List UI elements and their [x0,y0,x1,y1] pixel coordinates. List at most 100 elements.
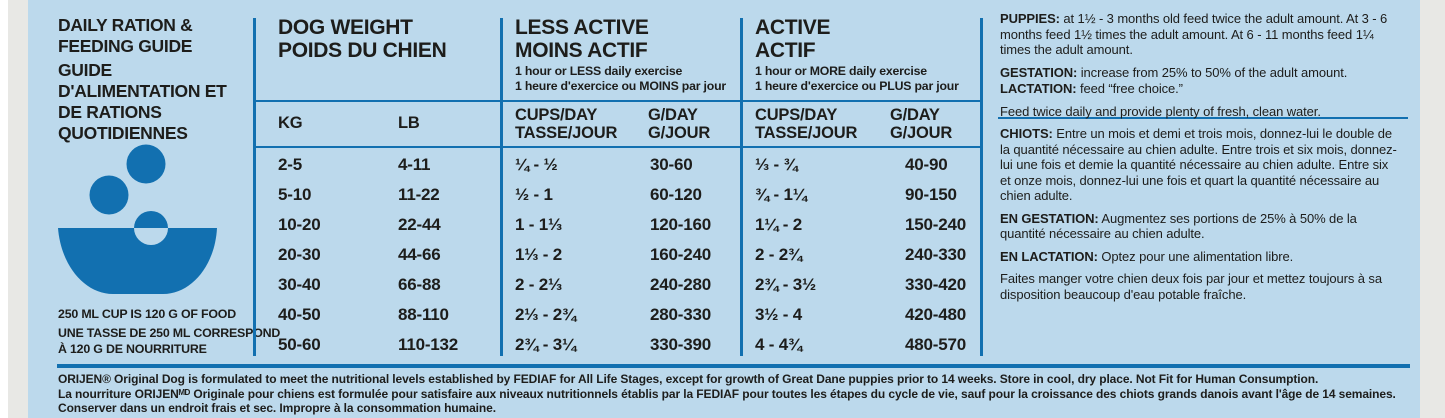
cell-a-cups: 3½ - 4 [755,305,802,324]
g-jour-label: G/JOUR [648,123,711,142]
cell-kg: 30-40 [278,275,321,294]
note-label: PUPPIES: [1000,11,1060,26]
less-active-fr: MOINS ACTIF [515,39,648,62]
active-sub-en: 1 hour or MORE daily exercise [755,64,927,78]
feeding-notes-fr: CHIOTS: Entre un mois et demi et trois m… [1000,126,1400,309]
cell-a-cups: 2¾ - 3½ [755,275,816,294]
cell-a-g: 240-330 [905,245,966,264]
cell-a-g: 420-480 [905,305,966,324]
disclaimer: ORIJEN® Original Dog is formulated to me… [58,372,1410,416]
note-text: Entre un mois et demi et trois mois, don… [1000,126,1397,203]
cell-kg: 10-20 [278,215,321,234]
cell-lb: 44-66 [398,245,441,264]
cell-lb: 110-132 [398,335,459,354]
cell-lb: 88-110 [398,305,449,324]
cell-kg: 2-5 [278,155,302,174]
divider-vertical-1 [253,18,256,356]
disclaimer-en: ORIJEN® Original Dog is formulated to me… [58,372,1319,386]
cups-day-label: CUPS/DAY [515,106,598,124]
dog-weight-header: DOG WEIGHT POIDS DU CHIEN [278,16,447,62]
puppies-note: PUPPIES: at 1½ - 3 months old feed twice… [1000,11,1400,58]
cell-la-cups: 1 - 1⅓ [515,215,562,234]
divider-vertical-3 [740,18,743,356]
table-row: 40-50 88-110 2⅓ - 2¾ 280-330 3½ - 4 420-480 [255,300,985,330]
cell-lb: 11-22 [398,185,440,204]
cell-a-cups: ¾ - 1¼ [755,185,807,204]
table-row: 10-20 22-44 1 - 1⅓ 120-160 1¼ - 2 150-240 [255,210,985,240]
less-active-en: LESS ACTIVE [515,16,649,39]
col-label-kg: KG [278,114,303,132]
note-text: Feed twice daily and provide plenty of f… [1000,103,1321,119]
daily-ration-panel: DAILY RATION & FEEDING GUIDE GUIDE D'ALI… [28,0,1420,418]
cell-kg: 50-60 [278,335,321,354]
dog-weight-fr: POIDS DU CHIEN [278,39,447,62]
cell-a-g: 40-90 [905,155,948,174]
note-label: EN GESTATION: [1000,210,1099,226]
divider-vertical-4 [980,18,983,356]
cell-a-cups: 2 - 2¾ [755,245,802,264]
food-bowl-icon [58,144,217,294]
panel-title: DAILY RATION & FEEDING GUIDE GUIDE D'ALI… [58,15,248,144]
cell-la-g: 240-280 [650,275,711,294]
note-label: EN LACTATION: [1000,248,1098,264]
cell-la-g: 330-390 [650,335,711,354]
table-row: 30-40 66-88 2 - 2⅓ 240-280 2¾ - 3½ 330-420 [255,270,985,300]
less-active-header: LESS ACTIVE MOINS ACTIF [515,16,649,62]
cell-a-g: 90-150 [905,185,957,204]
divider-column-labels [255,146,980,148]
cup-equivalence-note: 250 ML CUP IS 120 G OF FOOD UNE TASSE DE… [58,306,282,357]
panel-title-fr: GUIDE D'ALIMENTATION ET DE RATIONS QUOTI… [58,60,227,143]
active-en: ACTIVE [755,16,831,39]
chiots-note: CHIOTS: Entre un mois et demi et trois m… [1000,126,1400,204]
cell-la-g: 60-120 [650,185,702,204]
cell-kg: 20-30 [278,245,321,264]
col-label-lb: LB [398,114,420,132]
note-text: at 1½ - 3 months old feed twice the adul… [1000,11,1388,57]
note-label: LACTATION: [1000,81,1077,96]
col-label-cups-active: CUPS/DAY TASSE/JOUR [755,106,858,142]
note-text: Optez pour une alimentation libre. [1101,248,1294,264]
feeding-notes-en: PUPPIES: at 1½ - 3 months old feed twice… [1000,11,1400,126]
g-day-label: G/DAY [890,106,940,124]
page-margin-right [1420,0,1445,418]
cell-a-cups: ⅓ - ¾ [755,155,798,174]
cell-lb: 4-11 [398,155,431,174]
cell-a-g: 150-240 [905,215,966,234]
water-note-fr: Faites manger votre chien deux fois par … [1000,271,1400,302]
cell-a-cups: 4 - 4¾ [755,335,802,354]
cell-la-cups: 2¾ - 3¼ [515,335,576,354]
feeding-table-body: 2-5 4-11 ¼ - ½ 30-60 ⅓ - ¾ 40-90 5-10 11-22 ½ - … [255,150,985,360]
cup-note-fr: UNE TASSE DE 250 ML CORRESPOND À 120 G D… [58,326,281,356]
note-text: Faites manger votre chien deux fois par … [1000,271,1382,302]
tasse-jour-label: TASSE/JOUR [515,123,618,142]
active-sub-fr: 1 heure d'exercice ou PLUS par jour [755,78,959,93]
cell-kg: 40-50 [278,305,321,324]
table-row: 50-60 110-132 2¾ - 3¼ 330-390 4 - 4¾ 480-570 [255,330,985,360]
divider-right-panel [998,117,1408,119]
cell-la-cups: 2⅓ - 2¾ [515,305,576,324]
cell-a-g: 330-420 [905,275,966,294]
disclaimer-fr: La nourriture ORIJENᴹᴰ Originale pour ch… [58,386,1396,416]
cups-day-label: CUPS/DAY [755,106,838,124]
note-label: CHIOTS: [1000,126,1053,141]
cup-note-en: 250 ML CUP IS 120 G OF FOOD [58,307,236,321]
cell-la-g: 30-60 [650,155,693,174]
cell-lb: 22-44 [398,215,441,234]
note-text: feed “free choice.” [1080,81,1183,96]
cell-la-cups: 1⅓ - 2 [515,245,562,264]
less-active-subtext: 1 hour or LESS daily exercise 1 heure d'… [515,64,726,93]
water-note: Feed twice daily and provide plenty of f… [1000,104,1400,120]
cell-a-cups: 1¼ - 2 [755,215,802,234]
g-day-label: G/DAY [648,106,698,124]
g-jour-label: G/JOUR [890,123,953,142]
tasse-jour-label: TASSE/JOUR [755,123,858,142]
gestation-note: GESTATION: increase from 25% to 50% of t… [1000,65,1400,81]
active-fr: ACTIF [755,39,816,62]
cell-a-g: 480-570 [905,335,966,354]
less-active-sub-en: 1 hour or LESS daily exercise [515,64,683,78]
table-row: 5-10 11-22 ½ - 1 60-120 ¾ - 1¼ 90-150 [255,180,985,210]
active-header: ACTIVE ACTIF [755,16,831,62]
col-label-g-less-active: G/DAY G/JOUR [648,106,711,142]
cell-la-g: 280-330 [650,305,711,324]
